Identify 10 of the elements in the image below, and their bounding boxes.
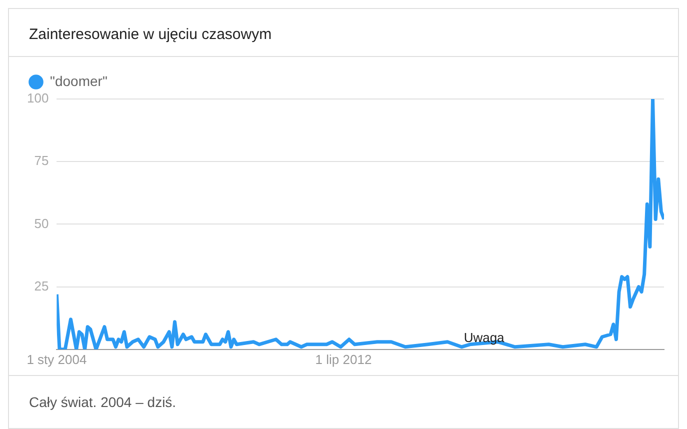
text: Cały świat. 2004 – dziś. bbox=[29, 394, 176, 410]
legend-label: "doomer" bbox=[50, 72, 108, 89]
y-tick-label: 25 bbox=[34, 278, 49, 294]
y-tick-label: 50 bbox=[34, 216, 49, 231]
x-tick-label: 1 lip 2012 bbox=[315, 352, 372, 367]
x-tick-label: 1 sty 2004 bbox=[26, 352, 87, 367]
y-tick-label: 75 bbox=[34, 153, 49, 168]
y-tick-label: 100 bbox=[26, 90, 49, 106]
annotation: Uwaga bbox=[464, 330, 506, 345]
chart-title: Zainteresowanie w ujęciu czasowym bbox=[9, 9, 678, 57]
